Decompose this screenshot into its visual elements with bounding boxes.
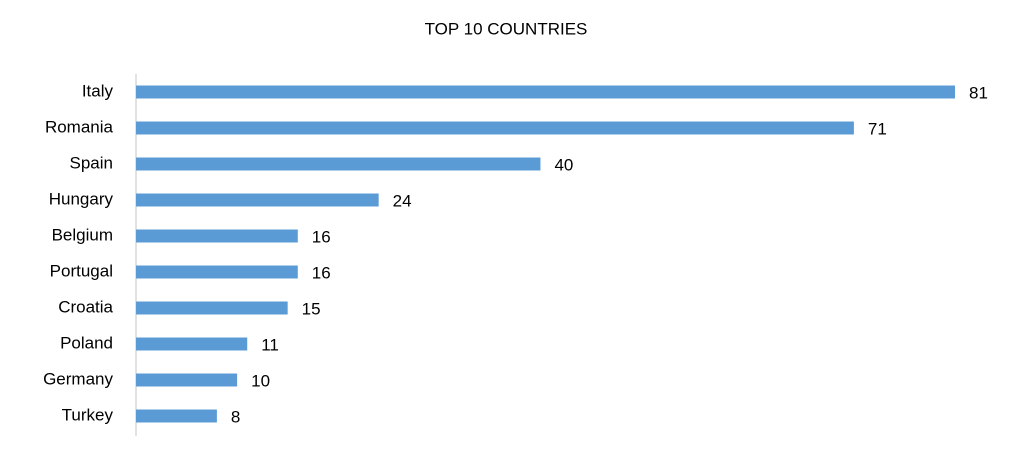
bar [136,301,288,315]
data-label: 15 [302,299,321,318]
data-label: 40 [554,155,573,174]
y-tick-label: Italy [82,81,114,100]
y-tick-label: Poland [60,333,113,352]
data-label: 16 [312,227,331,246]
data-label: 11 [261,335,279,354]
bar [136,157,541,171]
bar [136,409,217,423]
data-label: 81 [969,83,988,102]
bar [136,373,238,387]
bar [136,193,379,207]
y-tick-label: Hungary [49,189,114,208]
y-tick-label: Turkey [62,405,114,424]
data-label: 16 [312,263,331,282]
y-tick-label: Germany [43,369,113,388]
data-label: 24 [393,191,412,210]
bar [136,337,248,351]
y-tick-label: Romania [45,117,114,136]
data-label: 71 [868,119,887,138]
chart-title: TOP 10 COUNTRIES [425,19,588,38]
bar [136,85,955,99]
bar [136,265,298,279]
bar [136,229,298,243]
bar [136,121,854,135]
y-tick-label: Portugal [50,261,113,280]
y-tick-label: Croatia [58,297,113,316]
data-label: 8 [231,407,240,426]
y-tick-label: Spain [70,153,113,172]
y-tick-label: Belgium [52,225,113,244]
data-label: 10 [251,371,270,390]
